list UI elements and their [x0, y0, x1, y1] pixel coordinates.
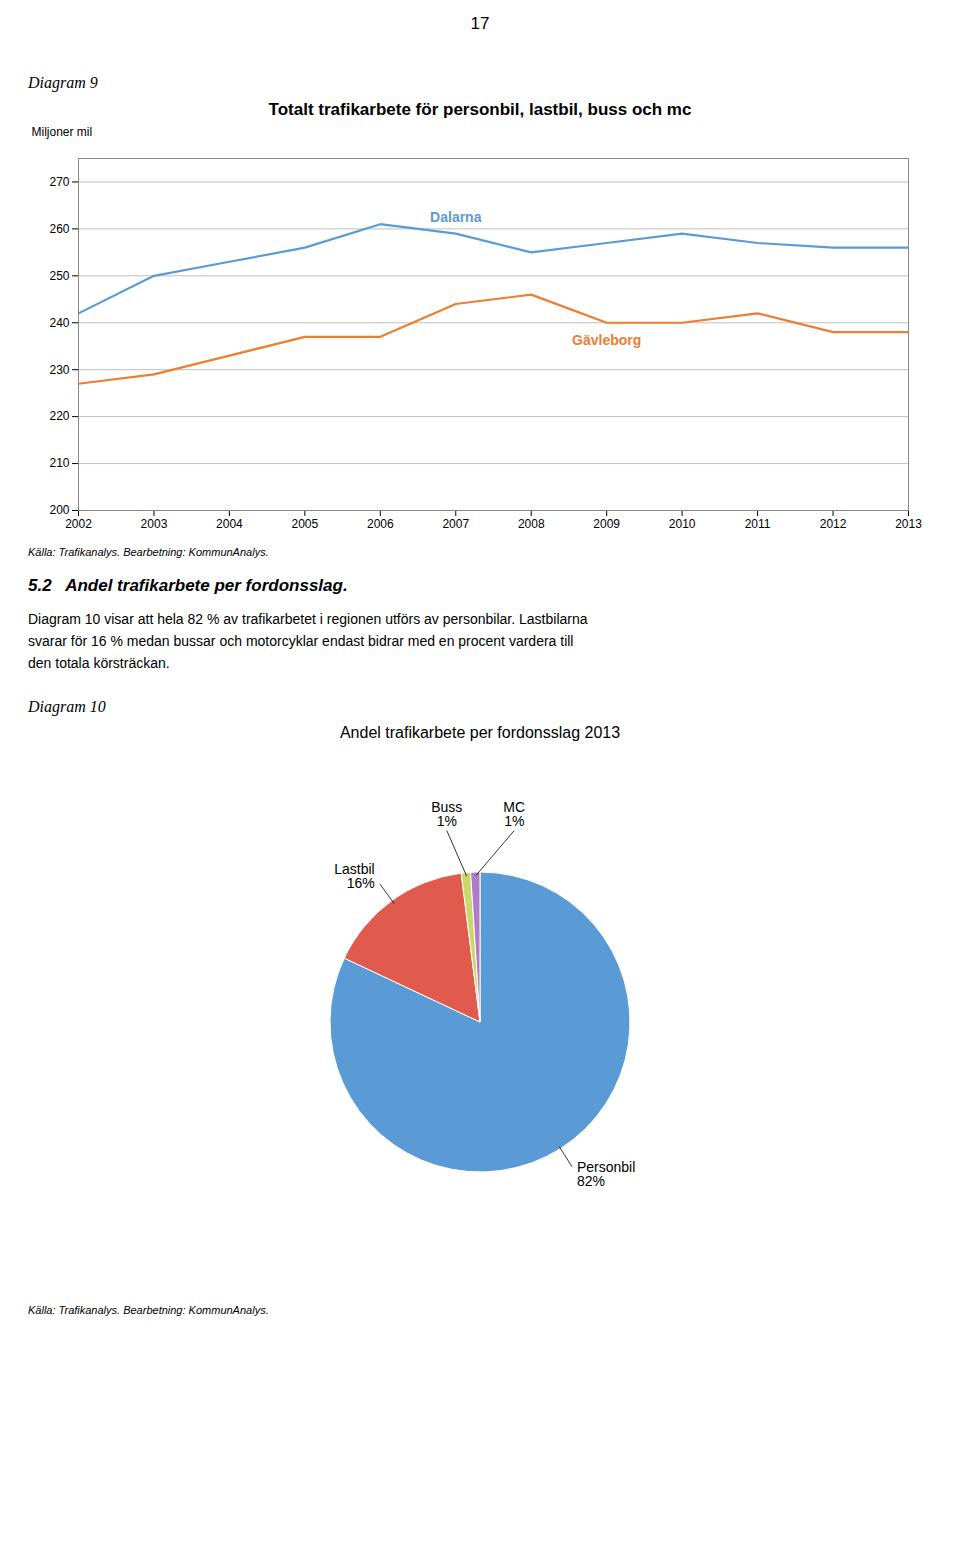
- html-text:svarar för 16 % medan bussar o: svarar för 16 % medan bussar och motorcy…: [28, 633, 574, 649]
- svg-text:Gävleborg: Gävleborg: [572, 332, 641, 348]
- svg-text:2003: 2003: [141, 517, 168, 531]
- svg-text:2007: 2007: [442, 517, 469, 531]
- html-text:Diagram 10: Diagram 10: [28, 698, 106, 715]
- html-text:Diagram 10 visar att hela 82 %: Diagram 10 visar att hela 82 % av trafik…: [28, 611, 588, 627]
- svg-text:Miljoner mil: Miljoner mil: [32, 125, 93, 139]
- svg-text:230: 230: [49, 363, 69, 377]
- svg-text:2004: 2004: [216, 517, 243, 531]
- html-text:Totalt trafikarbete för person: Totalt trafikarbete för personbil, lastb…: [268, 100, 692, 119]
- svg-text:210: 210: [49, 456, 69, 470]
- svg-text:240: 240: [49, 316, 69, 330]
- html-text:Diagram 9: Diagram 9: [28, 74, 98, 91]
- svg-text:2010: 2010: [669, 517, 696, 531]
- svg-text:270: 270: [49, 175, 69, 189]
- svg-text:220: 220: [49, 409, 69, 423]
- html-text:Källa: Trafikanalys. Bearbetni: Källa: Trafikanalys. Bearbetning: Kommun…: [28, 1304, 269, 1316]
- html-text:Källa: Trafikanalys. Bearbetni: Källa: Trafikanalys. Bearbetning: Kommun…: [28, 546, 269, 558]
- svg-text:2008: 2008: [518, 517, 545, 531]
- svg-text:2011: 2011: [745, 517, 771, 531]
- svg-text:2002: 2002: [65, 517, 92, 531]
- svg-text:Buss1%: Buss1%: [431, 799, 462, 829]
- svg-text:2013: 2013: [895, 517, 922, 531]
- svg-text:2006: 2006: [367, 517, 394, 531]
- html-text:17: 17: [470, 14, 490, 33]
- svg-text:2009: 2009: [593, 517, 620, 531]
- svg-text:Lastbil16%: Lastbil16%: [334, 861, 374, 891]
- svg-text:Dalarna: Dalarna: [430, 209, 482, 225]
- svg-text:2012: 2012: [820, 517, 847, 531]
- svg-text:Personbil82%: Personbil82%: [577, 1159, 635, 1189]
- html-text:den totala körsträckan.: den totala körsträckan.: [28, 655, 170, 671]
- html-text:5.2 Andel trafikarbete per for: 5.2 Andel trafikarbete per fordonsslag.: [28, 576, 348, 595]
- svg-text:250: 250: [49, 269, 69, 283]
- svg-text:2005: 2005: [292, 517, 319, 531]
- svg-text:200: 200: [49, 503, 69, 517]
- svg-text:MC1%: MC1%: [503, 799, 525, 829]
- svg-text:260: 260: [49, 222, 69, 236]
- html-text:Andel trafikarbete per fordons: Andel trafikarbete per fordonsslag 2013: [339, 724, 621, 741]
